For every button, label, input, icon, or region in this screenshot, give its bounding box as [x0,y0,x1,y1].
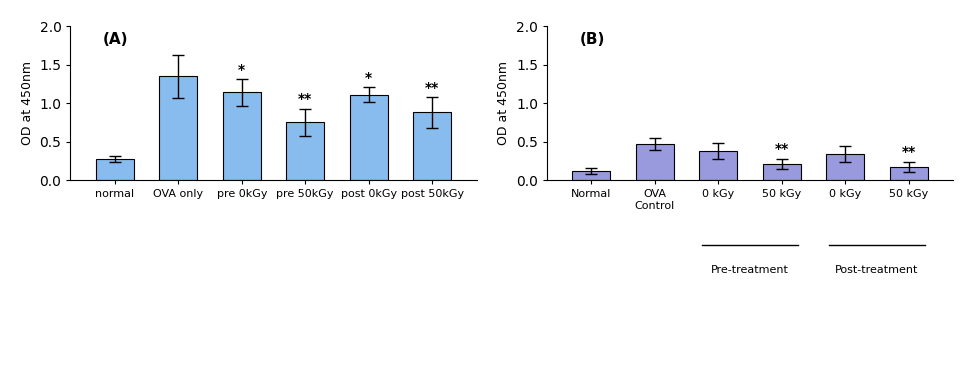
Text: *: * [239,63,245,77]
Bar [826,154,864,180]
Y-axis label: OD at 450nm: OD at 450nm [20,61,34,145]
Bar [889,167,928,180]
Bar [573,171,611,180]
Text: (A): (A) [103,33,129,48]
Text: Post-treatment: Post-treatment [836,265,918,275]
Bar [350,95,388,180]
Text: *: * [365,71,372,85]
Y-axis label: OD at 450nm: OD at 450nm [498,61,510,145]
Text: Pre-treatment: Pre-treatment [711,265,789,275]
Bar [413,112,451,180]
Text: (B): (B) [580,33,605,48]
Bar [763,164,801,180]
Text: **: ** [774,142,789,156]
Text: **: ** [425,81,439,95]
Bar [699,151,737,180]
Bar [95,158,133,180]
Text: **: ** [298,92,313,107]
Bar [636,144,674,180]
Bar [286,123,324,180]
Bar [160,76,198,180]
Bar [223,93,261,180]
Text: **: ** [902,145,916,160]
